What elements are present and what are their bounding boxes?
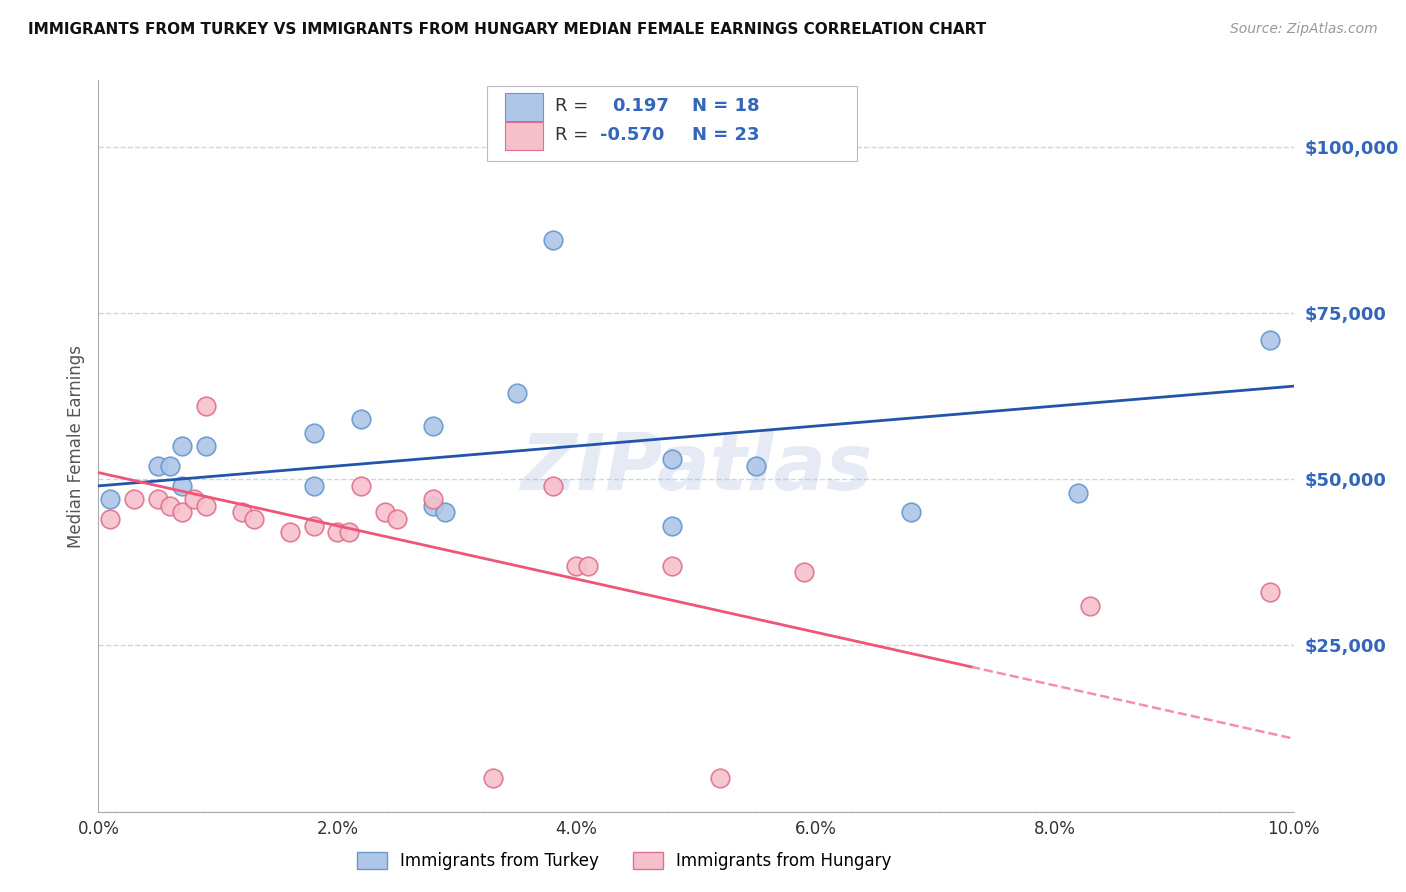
Text: 0.197: 0.197 — [612, 97, 669, 115]
Point — [172, 439, 194, 453]
Point — [1080, 599, 1102, 613]
Point — [159, 458, 181, 473]
Text: IMMIGRANTS FROM TURKEY VS IMMIGRANTS FROM HUNGARY MEDIAN FEMALE EARNINGS CORRELA: IMMIGRANTS FROM TURKEY VS IMMIGRANTS FRO… — [28, 22, 987, 37]
Point — [148, 492, 170, 507]
Point — [326, 525, 349, 540]
Point — [745, 458, 768, 473]
FancyBboxPatch shape — [486, 87, 858, 161]
Text: N = 18: N = 18 — [692, 97, 761, 115]
Point — [1067, 485, 1090, 500]
Text: -0.570: -0.570 — [600, 126, 665, 145]
Point — [172, 479, 194, 493]
Point — [148, 458, 170, 473]
Point — [124, 492, 146, 507]
Y-axis label: Median Female Earnings: Median Female Earnings — [66, 344, 84, 548]
Point — [302, 425, 325, 440]
Point — [374, 506, 396, 520]
FancyBboxPatch shape — [505, 93, 543, 120]
Point — [159, 499, 181, 513]
Text: R =: R = — [555, 97, 588, 115]
Text: N = 23: N = 23 — [692, 126, 759, 145]
Point — [565, 558, 588, 573]
Point — [183, 492, 205, 507]
Point — [172, 506, 194, 520]
Point — [793, 566, 815, 580]
Point — [900, 506, 922, 520]
Point — [194, 499, 218, 513]
Point — [350, 479, 373, 493]
Point — [661, 518, 683, 533]
Point — [194, 439, 218, 453]
Point — [98, 492, 122, 507]
Point — [578, 558, 600, 573]
Point — [481, 772, 505, 786]
Point — [434, 506, 457, 520]
Point — [302, 518, 325, 533]
Point — [661, 558, 683, 573]
Point — [661, 452, 683, 467]
Point — [302, 479, 325, 493]
Point — [1258, 333, 1281, 347]
Point — [278, 525, 301, 540]
Point — [709, 772, 731, 786]
Point — [194, 399, 218, 413]
Point — [422, 419, 444, 434]
Point — [339, 525, 360, 540]
Legend: Immigrants from Turkey, Immigrants from Hungary: Immigrants from Turkey, Immigrants from … — [350, 845, 898, 877]
Point — [422, 492, 444, 507]
Point — [98, 512, 122, 526]
Point — [243, 512, 266, 526]
Point — [422, 499, 444, 513]
Point — [385, 512, 409, 526]
Point — [506, 385, 529, 400]
Text: R =: R = — [555, 126, 588, 145]
Point — [541, 479, 564, 493]
Text: Source: ZipAtlas.com: Source: ZipAtlas.com — [1230, 22, 1378, 37]
Point — [350, 412, 373, 426]
Point — [231, 506, 253, 520]
Text: ZIPatlas: ZIPatlas — [520, 430, 872, 506]
Point — [1258, 585, 1281, 599]
Point — [541, 233, 564, 247]
FancyBboxPatch shape — [505, 122, 543, 150]
